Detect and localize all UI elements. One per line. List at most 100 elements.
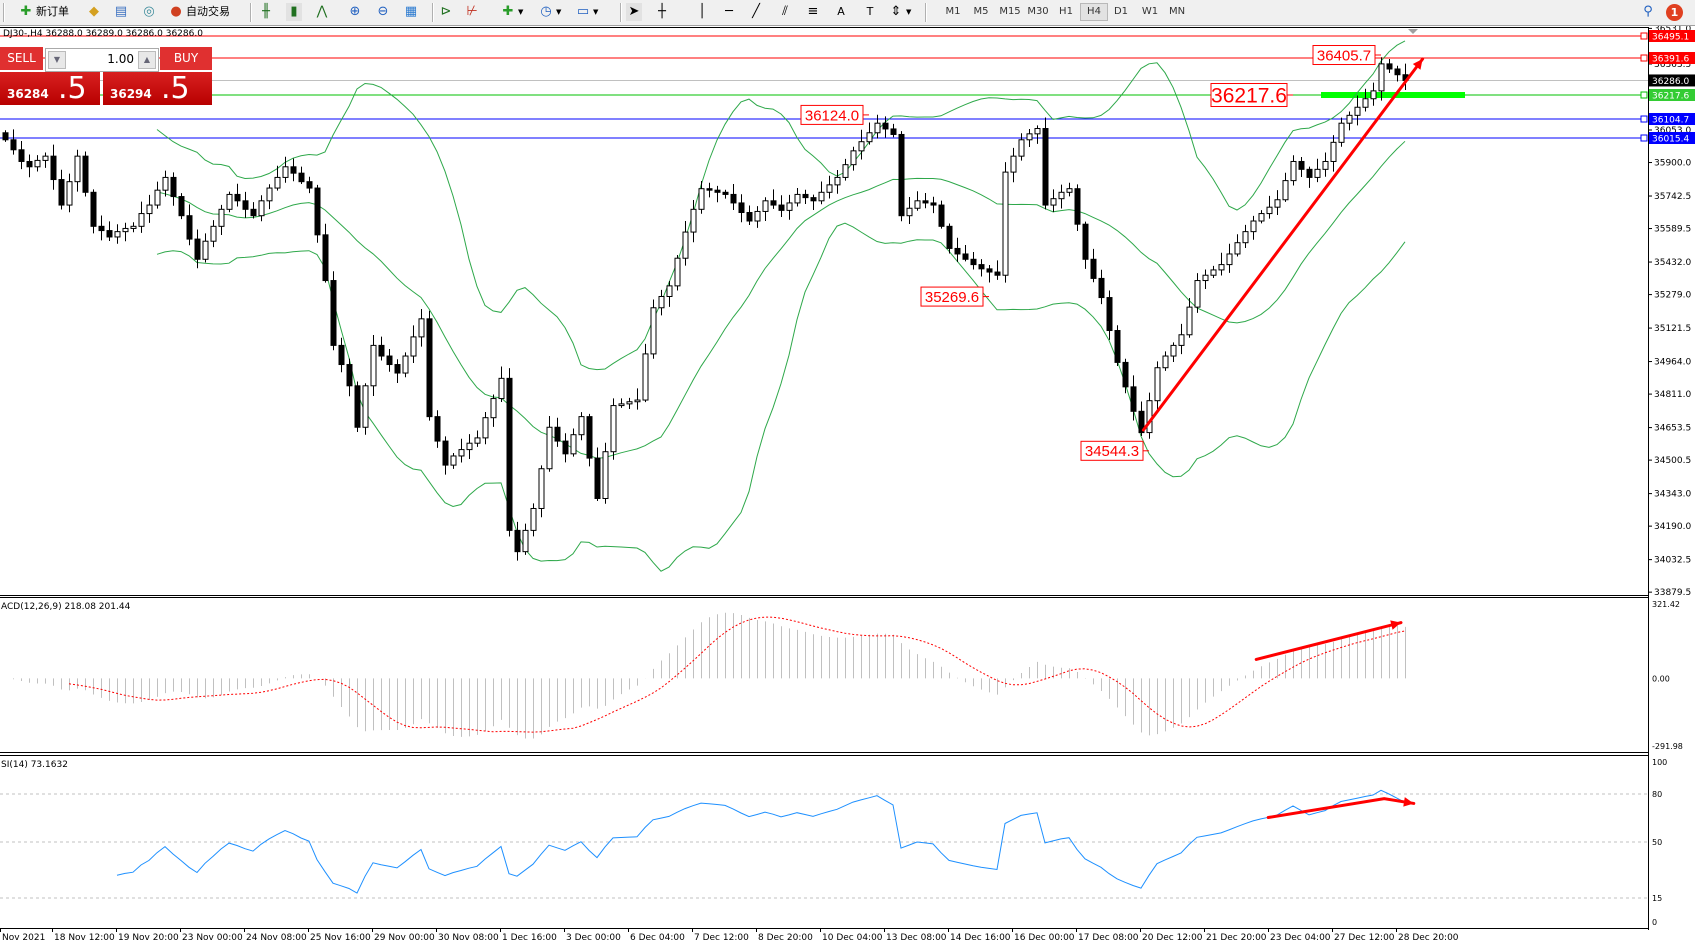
candle-body <box>650 307 657 355</box>
candle <box>1098 269 1105 305</box>
timeframe-m15[interactable]: M15 <box>999 6 1021 17</box>
timeframe-mn[interactable]: MN <box>1168 6 1186 17</box>
bollinger-upper <box>156 40 1406 371</box>
candle <box>138 201 145 233</box>
zoom-in-button[interactable]: ⊕ <box>347 3 363 21</box>
signals-button[interactable]: ◎ <box>141 3 157 21</box>
time-label: 19 Nov 20:00 <box>118 933 179 943</box>
candle <box>218 204 225 236</box>
candle-body <box>1106 297 1113 332</box>
text-button[interactable]: A <box>833 3 849 21</box>
lot-decrease-button[interactable]: ▼ <box>48 51 66 69</box>
navigator-button[interactable]: ▤ <box>113 3 129 21</box>
candle-body <box>850 150 857 166</box>
level-handle <box>1640 91 1648 99</box>
cursor-button[interactable]: ➤ <box>626 3 642 21</box>
candle <box>402 352 409 378</box>
tile-windows-button[interactable]: ▦ <box>403 3 419 21</box>
rsi-arrow-head <box>1403 797 1414 807</box>
indicators-button[interactable]: ✚ ▼ <box>500 3 524 21</box>
rsi-tick-label: 15 <box>1652 894 1662 903</box>
candle <box>1122 358 1129 394</box>
channel-button[interactable]: ≡ <box>805 3 821 21</box>
candle <box>1002 162 1009 283</box>
candle-body <box>362 385 369 428</box>
timeframe-m30[interactable]: M30 <box>1027 6 1049 17</box>
text-label-button[interactable]: T <box>862 3 878 21</box>
timeframe-m5[interactable]: M5 <box>973 6 989 17</box>
sell-price-button[interactable]: 36284 .5 <box>0 72 100 105</box>
candle <box>978 259 985 277</box>
buy-button[interactable]: BUY <box>160 47 212 70</box>
periods-button[interactable]: ◷ ▼ <box>538 3 561 21</box>
zoom-out-button[interactable]: ⊖ <box>375 3 391 21</box>
line-chart-button[interactable]: ⋀ <box>314 3 330 21</box>
candle <box>186 204 193 246</box>
time-label: 10 Dec 04:00 <box>822 933 883 943</box>
fibonacci-button[interactable]: ⫽ <box>777 3 793 21</box>
timeframe-w1[interactable]: W1 <box>1141 6 1159 17</box>
candle <box>650 299 657 359</box>
lot-size-input[interactable] <box>66 50 134 68</box>
candlestick-button[interactable]: ▮ <box>286 3 302 21</box>
candle-body <box>786 202 793 211</box>
horizontal-line-button[interactable]: ─ <box>721 3 737 21</box>
candle <box>786 194 793 220</box>
price-tick-label: 35279.0 <box>1654 291 1691 301</box>
candle-body <box>1098 277 1105 299</box>
new-order-button[interactable]: ✚ 新订单 <box>18 3 69 21</box>
candle <box>1106 290 1113 340</box>
timeframe-h4[interactable]: H4 <box>1080 3 1108 21</box>
candle <box>762 197 769 222</box>
candle-body <box>18 149 25 162</box>
price-tick-label: 34343.0 <box>1654 490 1691 500</box>
price-tick-label: 35589.5 <box>1654 225 1691 235</box>
candle <box>1058 184 1065 209</box>
notification-button[interactable]: 1 <box>1666 3 1683 21</box>
time-label: 3 Dec 00:00 <box>566 933 621 943</box>
sell-button[interactable]: SELL <box>0 47 43 70</box>
candle-body <box>434 416 441 442</box>
candle <box>1274 190 1281 216</box>
arrows-button[interactable]: ⇕ ▼ <box>888 3 912 21</box>
candle-body <box>1298 160 1305 170</box>
toolbar-grip[interactable] <box>3 3 5 22</box>
time-label: 25 Nov 16:00 <box>310 933 371 943</box>
candle <box>1338 117 1345 147</box>
candle-body <box>1346 114 1353 124</box>
candle <box>1114 325 1121 367</box>
candle <box>426 310 433 421</box>
price-tick-label: 34190.0 <box>1654 522 1691 532</box>
candle <box>250 202 257 219</box>
bar-chart-button[interactable]: ╫ <box>258 3 274 21</box>
vertical-line-button[interactable]: │ <box>694 3 710 21</box>
crosshair-button[interactable]: ┼ <box>654 3 670 21</box>
candle-body <box>1258 213 1265 222</box>
candle-body <box>1050 198 1057 206</box>
autoscroll-button[interactable]: ⊬ <box>464 3 480 21</box>
search-button[interactable]: ⚲ <box>1640 3 1656 21</box>
level-price-label: 36391.6 <box>1652 55 1689 65</box>
timeframe-h1[interactable]: H1 <box>1059 6 1073 17</box>
price-annotation: 36405.7 <box>1317 47 1371 64</box>
auto-trading-button[interactable]: ● 自动交易 <box>168 3 230 21</box>
cursor-icon: ➤ <box>628 4 640 19</box>
market-watch-button[interactable]: ◆ <box>86 3 102 21</box>
templates-button[interactable]: ▭ ▼ <box>576 4 599 19</box>
level-handle <box>1640 134 1648 142</box>
candle <box>322 223 329 283</box>
candle-body <box>618 403 625 407</box>
chart-shift-button[interactable]: ⊳ <box>438 3 454 21</box>
candle <box>722 189 729 199</box>
timeframe-d1[interactable]: D1 <box>1113 6 1129 17</box>
price-tick-label: 35432.0 <box>1654 258 1691 268</box>
timeframe-m1[interactable]: M1 <box>945 6 961 17</box>
lot-increase-button[interactable]: ▲ <box>138 51 156 69</box>
candle <box>562 433 569 463</box>
candle <box>1162 351 1169 371</box>
level-price-label-bg <box>1649 131 1695 144</box>
candle <box>1210 265 1217 278</box>
buy-price-button[interactable]: 36294 .5 <box>103 72 212 105</box>
trendline-button[interactable]: ╱ <box>748 3 764 21</box>
